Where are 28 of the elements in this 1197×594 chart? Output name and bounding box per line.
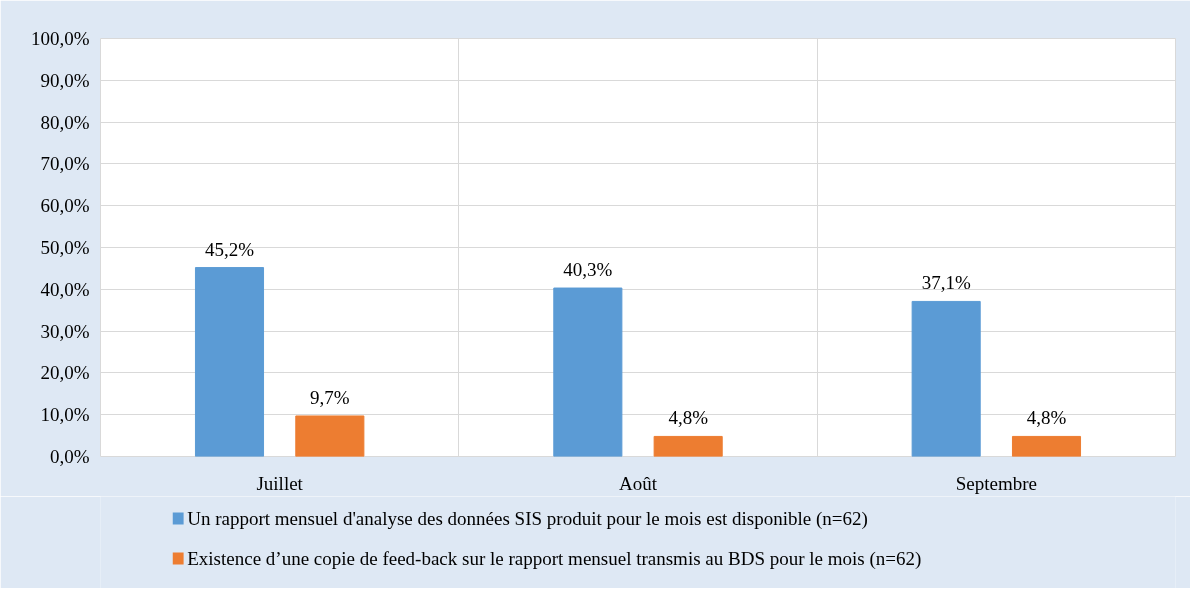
legend-label: Un rapport mensuel d'analyse des données SIS produit pour le mois est disponible (n=62) <box>187 508 868 530</box>
bar <box>295 415 365 457</box>
y-tick-label: 80,0% <box>40 111 90 133</box>
y-tick-label: 20,0% <box>40 362 90 384</box>
y-tick-label: 90,0% <box>40 69 90 91</box>
data-label: 45,2% <box>204 238 255 260</box>
y-tick-label: 70,0% <box>40 153 90 175</box>
data-label: 40,3% <box>563 259 613 281</box>
y-tick-label: 0,0% <box>49 446 90 467</box>
bar <box>1011 435 1082 457</box>
bar <box>653 435 723 457</box>
data-label: 4,8% <box>668 407 709 429</box>
x-tick-label: Juillet <box>256 472 304 494</box>
data-label: 9,7% <box>310 386 350 408</box>
x-tick-label: Août <box>619 472 658 494</box>
data-label: 37,1% <box>921 272 971 294</box>
y-tick-label: 60,0% <box>40 195 90 217</box>
bar <box>194 267 265 457</box>
y-tick-label: 30,0% <box>40 320 90 342</box>
bar <box>911 300 981 457</box>
x-tick-label: Septembre <box>955 472 1037 494</box>
y-tick-label: 10,0% <box>40 404 90 426</box>
bar <box>553 287 623 457</box>
data-label: 4,8% <box>1026 407 1067 429</box>
y-tick-label: 40,0% <box>40 278 90 300</box>
y-tick-label: 100,0% <box>30 28 90 49</box>
legend-label: Existence d’une copie de feed-back sur le rapport mensuel transmis au BDS pour le mois (n=62) <box>187 548 922 570</box>
y-tick-label: 50,0% <box>40 237 90 258</box>
